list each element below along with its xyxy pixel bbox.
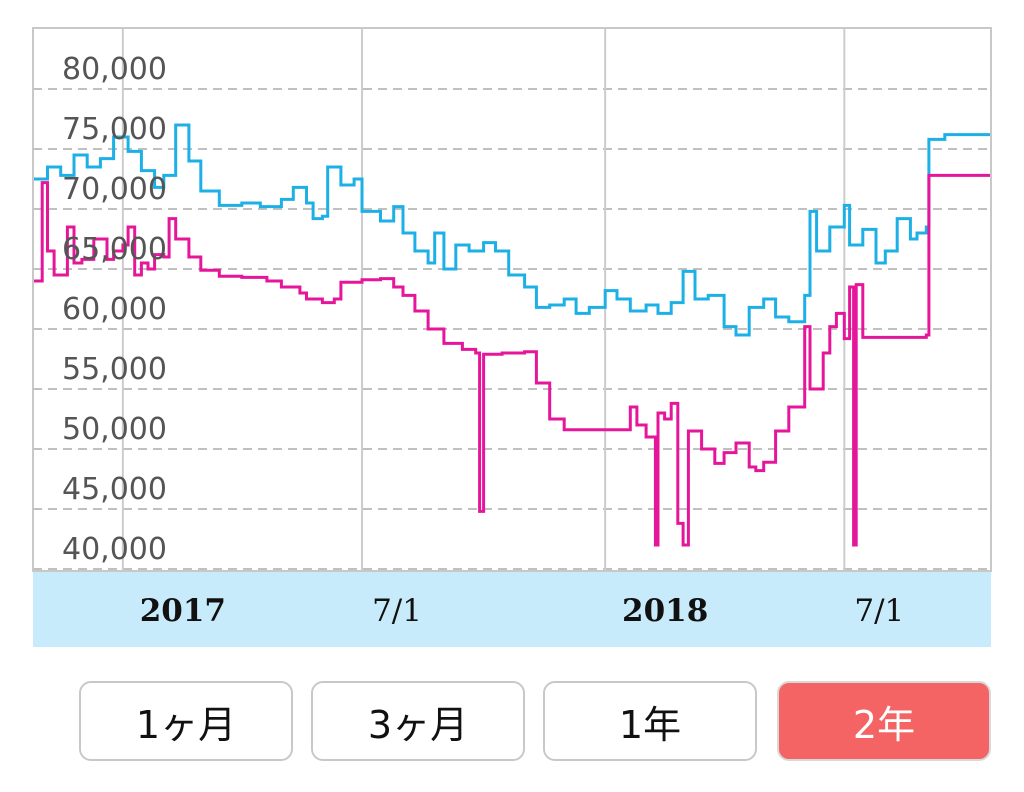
- series-line-2: [33, 173, 991, 547]
- y-tick-label: 65,000: [62, 232, 167, 267]
- y-tick-label: 50,000: [62, 412, 167, 447]
- x-tick-label: 2017: [140, 593, 226, 629]
- series-lines: [33, 123, 991, 547]
- range-button-1-month[interactable]: 1ヶ月: [79, 681, 293, 761]
- x-axis-tick-labels: 2017 7/1 2018 7/1: [140, 593, 905, 629]
- y-axis-tick-labels: 80,000 75,000 70,000 65,000 60,000 55,000 50,0…: [62, 52, 167, 567]
- x-tick-label: 7/1: [854, 593, 904, 629]
- series-line-1: [33, 123, 991, 337]
- y-tick-label: 55,000: [62, 352, 167, 387]
- y-tick-label: 40,000: [62, 532, 167, 567]
- x-axis-band: [33, 572, 991, 647]
- x-tick-label: 7/1: [372, 593, 422, 629]
- y-tick-label: 60,000: [62, 292, 167, 327]
- range-button-3-months[interactable]: 3ヶ月: [311, 681, 525, 761]
- y-tick-label: 45,000: [62, 472, 167, 507]
- range-button-1-year[interactable]: 1年: [543, 681, 757, 761]
- plot-area-background: [33, 28, 991, 571]
- plot-frame: [32, 27, 992, 572]
- y-tick-label: 70,000: [62, 172, 167, 207]
- range-button-2-years[interactable]: 2年: [777, 681, 991, 761]
- x-tick-label: 2018: [622, 593, 708, 629]
- price-chart: 80,000 75,000 70,000 65,000 60,000 55,000 50,0…: [32, 27, 992, 647]
- y-tick-label: 75,000: [62, 112, 167, 147]
- y-tick-label: 80,000: [62, 52, 167, 87]
